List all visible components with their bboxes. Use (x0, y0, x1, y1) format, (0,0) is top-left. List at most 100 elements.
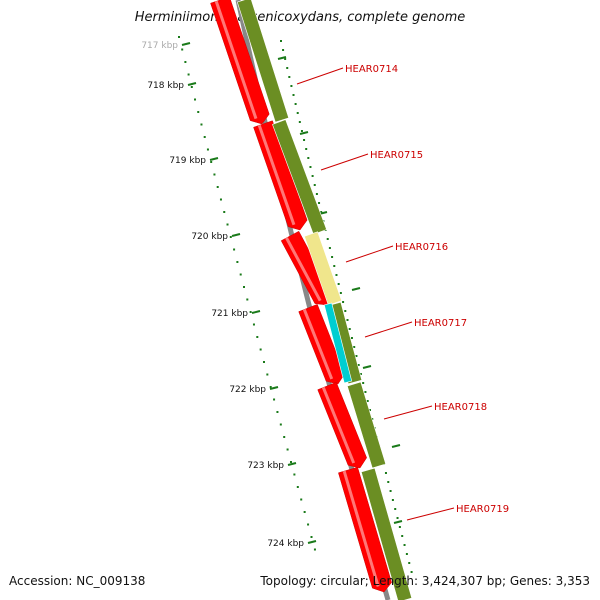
outer-minor-tick (364, 391, 367, 393)
forward-cds-highlight-6 (342, 470, 380, 587)
outer-minor-tick (298, 121, 301, 123)
outer-minor-tick (403, 544, 406, 546)
ruler-major-tick-7 (287, 462, 297, 466)
ruler-minor-tick (246, 298, 249, 301)
outer-minor-tick (326, 238, 329, 240)
ruler-minor-tick (243, 286, 245, 288)
ruler-minor-tick (310, 536, 313, 538)
ruler-minor-tick (259, 348, 262, 351)
ruler-minor-tick (184, 61, 187, 63)
ruler-label-3: 719 kbp (169, 156, 206, 166)
ruler-minor-tick (286, 448, 289, 451)
feature-tracks (210, 0, 413, 600)
forward-cds-highlight-2 (257, 124, 296, 226)
outer-tick-5 (362, 365, 372, 369)
gene-leader-line-6 (406, 507, 455, 521)
ruler-major-tick-2 (187, 82, 197, 86)
outer-minor-tick (337, 283, 340, 285)
ruler-label-5: 721 kbp (211, 309, 248, 319)
outer-minor-tick (303, 139, 306, 141)
outer-minor-tick (408, 562, 411, 564)
outer-minor-tick (342, 301, 345, 303)
ruler-minor-tick (187, 73, 190, 76)
ruler-minor-tick (303, 511, 306, 513)
ruler-minor-tick (266, 373, 269, 376)
outer-minor-tick (328, 247, 331, 249)
ruler-minor-tick (210, 161, 213, 163)
forward-cds-highlight-1 (214, 0, 258, 120)
outer-minor-tick (300, 130, 303, 132)
ruler-minor-tick (213, 173, 216, 176)
ruler-minor-tick (252, 323, 255, 326)
ruler-minor-tick (276, 411, 279, 413)
ruler-minor-tick (223, 211, 226, 213)
outer-minor-tick (387, 481, 390, 483)
ruler-minor-tick (296, 486, 299, 488)
outer-minor-tick (384, 472, 387, 474)
outer-minor-tick (405, 553, 408, 555)
ruler-major-tick-1 (181, 42, 191, 46)
gene-label-6[interactable]: HEAR0719 (456, 504, 509, 515)
outer-minor-tick (292, 94, 295, 96)
ruler-minor-tick (181, 48, 184, 51)
outer-minor-tick (282, 49, 285, 51)
ruler-minor-tick (197, 111, 200, 113)
outer-minor-tick (311, 175, 314, 177)
outer-minor-tick (331, 256, 334, 258)
outer-minor-tick (290, 85, 293, 87)
ruler-minor-tick (283, 436, 286, 438)
ruler-minor-tick (300, 498, 303, 501)
ruler-minor-tick (262, 361, 265, 363)
ruler-major-tick-6 (269, 386, 279, 390)
gene-leader-line-5 (383, 405, 433, 420)
outer-minor-tick (348, 328, 351, 330)
gene-label-4[interactable]: HEAR0717 (414, 318, 467, 329)
ruler-minor-tick (239, 273, 242, 276)
reverse-feature-5 (323, 302, 353, 384)
ruler-minor-tick (289, 461, 292, 463)
outer-minor-tick (350, 337, 353, 339)
gene-label-3[interactable]: HEAR0716 (395, 242, 448, 253)
gene-label-1[interactable]: HEAR0714 (345, 64, 398, 75)
outer-minor-tick (335, 274, 338, 276)
gene-label-5[interactable]: HEAR0718 (434, 402, 487, 413)
ruler-label-4: 720 kbp (191, 232, 228, 242)
gene-label-2[interactable]: HEAR0715 (370, 150, 423, 161)
ruler-minor-tick (307, 523, 310, 526)
gene-leader-line-1 (296, 67, 344, 85)
ruler-minor-tick (178, 36, 180, 38)
outer-minor-tick (280, 40, 282, 42)
outer-minor-tick (346, 319, 349, 321)
ruler-minor-tick (293, 473, 296, 476)
outer-minor-tick (394, 508, 397, 510)
outer-minor-tick (333, 265, 336, 267)
outer-tick-2 (299, 131, 309, 135)
ruler-minor-tick (219, 198, 222, 201)
outer-minor-tick (353, 346, 356, 348)
ruler-minor-tick (236, 261, 239, 263)
outer-minor-tick (396, 517, 399, 519)
reverse-feature-3 (304, 231, 342, 306)
outer-minor-tick (296, 112, 299, 114)
outer-minor-tick (307, 157, 310, 159)
ruler-minor-tick (200, 123, 203, 126)
ruler-minor-tick (229, 236, 232, 238)
outer-minor-tick (305, 148, 308, 150)
reverse-feature-1 (236, 0, 290, 123)
ruler-minor-tick (249, 311, 252, 313)
outer-minor-tick (320, 211, 323, 213)
ruler-label-2: 718 kbp (147, 81, 184, 91)
forward-cds-highlight-3 (285, 237, 322, 302)
outer-minor-tick (391, 499, 394, 501)
outer-minor-tick (313, 184, 316, 186)
outer-minor-tick (339, 292, 342, 294)
ruler-minor-tick (233, 248, 236, 251)
ruler-minor-tick (194, 98, 197, 101)
ruler-minor-tick (190, 86, 193, 88)
ruler-minor-tick (313, 548, 316, 551)
forward-cds-highlight-5 (321, 386, 356, 464)
ruler-major-tick-3 (209, 157, 219, 161)
outer-minor-tick (362, 382, 365, 384)
ruler-minor-tick (216, 186, 219, 188)
outer-minor-tick (357, 364, 360, 366)
